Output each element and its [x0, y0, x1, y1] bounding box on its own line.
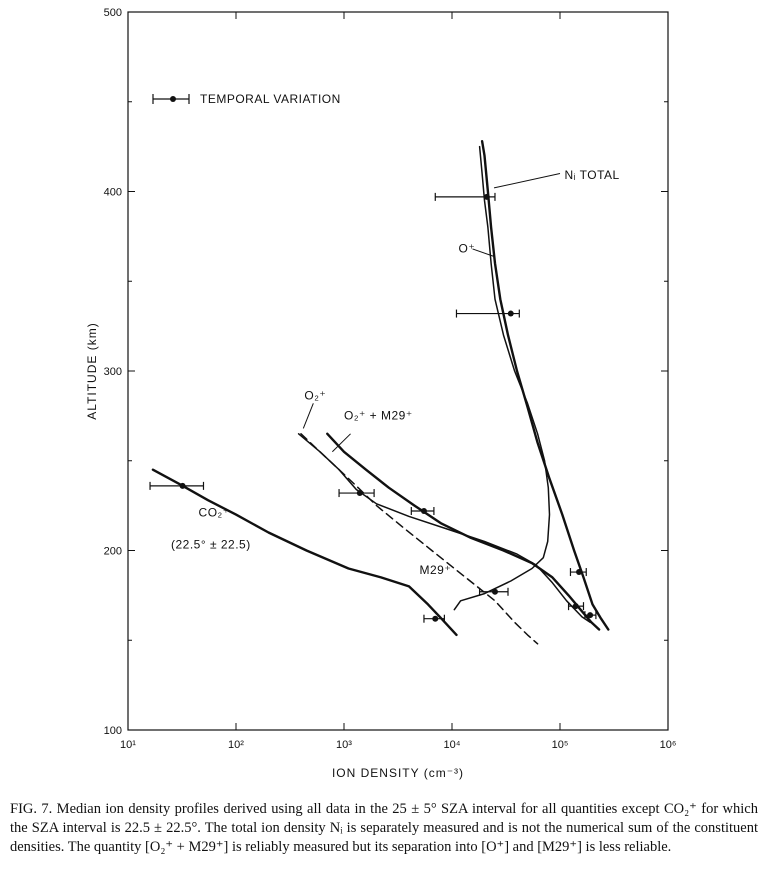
- annotation-label: Nᵢ TOTAL: [564, 168, 619, 182]
- data-point: [483, 193, 490, 200]
- y-tick-label: 400: [104, 187, 122, 199]
- x-tick-label: 10³: [336, 739, 352, 751]
- data-point: [179, 482, 186, 489]
- x-axis-title: ION DENSITY (cm⁻³): [332, 766, 464, 780]
- annotations: Nᵢ TOTAL O⁺ O₂⁺ O₂⁺ + M29⁺ CO₂⁺ (22.5° ± 22.5…: [171, 168, 619, 577]
- data-point: [587, 612, 594, 619]
- annotation-label: M29⁺: [419, 563, 451, 577]
- series-line: [151, 468, 458, 637]
- data-point: [420, 508, 427, 515]
- x-tick-label: 10⁵: [552, 739, 569, 751]
- data-point: [491, 588, 498, 595]
- data-point: [572, 603, 579, 610]
- data-point: [507, 310, 514, 317]
- series-line: [300, 433, 539, 645]
- series-line: [326, 432, 601, 631]
- annotation-label: O⁺: [459, 242, 476, 256]
- x-tick-label: 10²: [228, 739, 244, 751]
- y-tick-label: 200: [104, 546, 122, 558]
- y-tick-label: 100: [104, 725, 122, 737]
- x-tick-label: 10⁴: [444, 739, 461, 751]
- pointer-arrow: [472, 248, 494, 257]
- series-line: [297, 433, 591, 624]
- y-axis-title: ALTITUDE (km): [85, 322, 99, 419]
- data-point: [356, 490, 363, 497]
- legend: TEMPORAL VARIATION: [152, 92, 341, 106]
- annotation-label: CO₂⁺: [199, 505, 230, 519]
- axis-ticks: 10¹ 10² 10³ 10⁴ 10⁵ 10⁶ 100 200 300 400 500: [104, 7, 677, 751]
- series-layer: [151, 140, 610, 645]
- pointer-arrow: [302, 403, 314, 429]
- data-point: [432, 615, 439, 622]
- pointer-arrow: [493, 173, 561, 189]
- ion-density-chart: 10¹ 10² 10³ 10⁴ 10⁵ 10⁶ 100 200 300 400 500 Nᵢ TOT…: [85, 7, 677, 780]
- plot-frame: [127, 11, 669, 731]
- y-tick-label: 500: [104, 7, 122, 19]
- x-tick-label: 10¹: [120, 739, 136, 751]
- error-bar-points: [149, 192, 597, 623]
- y-tick-label: 300: [104, 366, 122, 378]
- annotation-label: (22.5° ± 22.5): [171, 538, 251, 552]
- data-point: [576, 569, 583, 576]
- annotation-label: O₂⁺ + M29⁺: [344, 408, 413, 422]
- series-line: [480, 140, 610, 631]
- series-line: [453, 145, 551, 611]
- pointer-arrow: [331, 433, 351, 453]
- annotation-label: O₂⁺: [304, 389, 326, 403]
- figure-caption: FIG. 7. Median ion density profiles deri…: [10, 801, 758, 855]
- x-tick-label: 10⁶: [660, 739, 677, 751]
- legend-marker: [170, 96, 176, 102]
- legend-label: TEMPORAL VARIATION: [200, 92, 341, 106]
